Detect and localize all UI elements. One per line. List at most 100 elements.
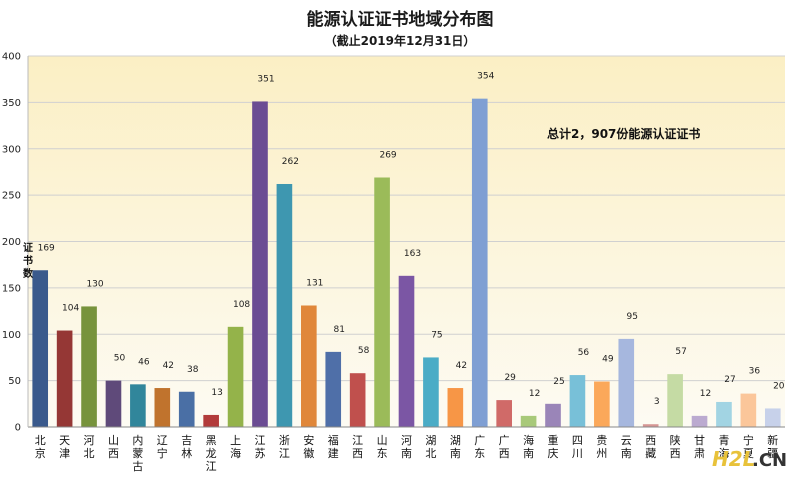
bar — [642, 424, 659, 427]
category-label: 天津 — [59, 434, 70, 460]
bar — [105, 380, 122, 427]
value-label: 20 — [773, 381, 785, 391]
category-label: 海南 — [523, 433, 534, 460]
y-tick-label: 400 — [2, 52, 21, 63]
value-label: 58 — [358, 346, 370, 356]
value-label: 42 — [163, 361, 174, 371]
value-label: 269 — [379, 151, 396, 161]
bar — [227, 326, 244, 427]
value-label: 81 — [334, 325, 345, 335]
value-label: 104 — [62, 304, 79, 314]
bar — [130, 384, 146, 427]
value-label: 163 — [404, 249, 421, 259]
category-label: 云南 — [621, 434, 632, 460]
bar — [471, 98, 488, 427]
value-label: 27 — [724, 375, 735, 385]
category-label: 河北 — [84, 434, 95, 460]
value-labels: 169 104 130 50 46 42 38 13 108 351 262 131 81 58 269 16… — [38, 72, 785, 408]
value-label: 131 — [306, 278, 323, 288]
category-label: 湖南 — [450, 434, 461, 460]
bar — [594, 381, 610, 427]
category-label: 山西 — [108, 434, 119, 460]
bar — [252, 101, 268, 427]
category-label: 湖北 — [425, 434, 436, 460]
value-label: 75 — [431, 330, 442, 340]
chart-subtitle: （截止2019年12月31日） — [325, 33, 476, 48]
category-label: 广东 — [474, 434, 485, 460]
y-axis-title: 证书数 — [23, 242, 34, 280]
bar — [178, 391, 195, 427]
value-label: 95 — [627, 312, 638, 322]
value-label: 12 — [529, 389, 540, 399]
value-label: 169 — [38, 243, 55, 253]
category-label: 新疆 — [767, 433, 778, 460]
category-label: 陕西 — [670, 433, 681, 460]
category-label: 福建 — [328, 433, 339, 460]
category-label: 贵州 — [596, 434, 607, 460]
value-label: 262 — [282, 157, 299, 167]
value-label: 46 — [138, 357, 150, 367]
y-tick-label: 100 — [2, 330, 21, 341]
value-label: 354 — [477, 72, 494, 82]
bar — [520, 415, 537, 427]
y-tick-label: 250 — [2, 191, 21, 202]
bar — [740, 393, 757, 427]
watermark-brand: H2L — [712, 447, 755, 471]
y-tick-label: 150 — [2, 283, 21, 294]
bar — [667, 374, 683, 427]
y-tick-label: 200 — [2, 237, 21, 248]
category-label: 江苏 — [254, 434, 265, 460]
y-tick-label: 0 — [15, 423, 21, 434]
category-label: 广西 — [499, 434, 510, 460]
value-label: 56 — [578, 348, 590, 358]
bar — [398, 275, 415, 427]
value-label: 13 — [211, 388, 222, 398]
category-label: 西藏 — [645, 434, 656, 460]
value-label: 25 — [553, 377, 564, 387]
watermark-suffix: .CN — [752, 450, 787, 471]
bar — [32, 270, 49, 427]
watermark: H2L .CN — [712, 447, 787, 471]
category-label: 安徽 — [303, 433, 314, 460]
category-label: 山东 — [377, 434, 388, 460]
category-label: 北京 — [35, 434, 46, 460]
bars — [32, 98, 781, 427]
bar — [81, 306, 97, 427]
bar — [423, 357, 439, 427]
value-label: 3 — [654, 397, 660, 407]
category-label: 甘肃 — [694, 434, 705, 460]
value-label: 29 — [504, 373, 516, 383]
category-label: 浙江 — [279, 434, 290, 460]
category-label: 黑龙江 — [206, 434, 217, 473]
value-label: 49 — [602, 355, 614, 365]
bar — [496, 400, 512, 427]
bar — [716, 401, 732, 427]
bar — [691, 415, 708, 427]
bar — [545, 403, 561, 427]
bar — [569, 375, 586, 427]
total-annotation: 总计2，907份能源认证证书 — [547, 126, 700, 141]
category-label: 青海 — [718, 434, 729, 460]
value-label: 38 — [187, 365, 199, 375]
value-label: 12 — [700, 389, 711, 399]
bar — [301, 305, 317, 427]
bar — [374, 177, 390, 427]
category-label: 江西 — [352, 434, 363, 460]
value-label: 57 — [675, 347, 686, 357]
y-tick-label: 300 — [2, 144, 21, 155]
y-axis-ticks: 0 50 100 150 200 250 300 350 400 — [2, 52, 21, 434]
category-label: 四川 — [572, 434, 583, 460]
bar — [276, 183, 293, 427]
bar — [325, 351, 342, 427]
value-label: 351 — [257, 74, 274, 84]
y-axis-label: 证书数 — [23, 242, 34, 280]
category-label: 辽宁 — [157, 434, 168, 460]
category-label: 河南 — [401, 434, 412, 460]
bar — [349, 373, 366, 427]
value-label: 42 — [456, 361, 467, 371]
category-label: 吉林 — [181, 434, 192, 460]
chart-title: 能源认证证书地域分布图 — [307, 9, 494, 30]
